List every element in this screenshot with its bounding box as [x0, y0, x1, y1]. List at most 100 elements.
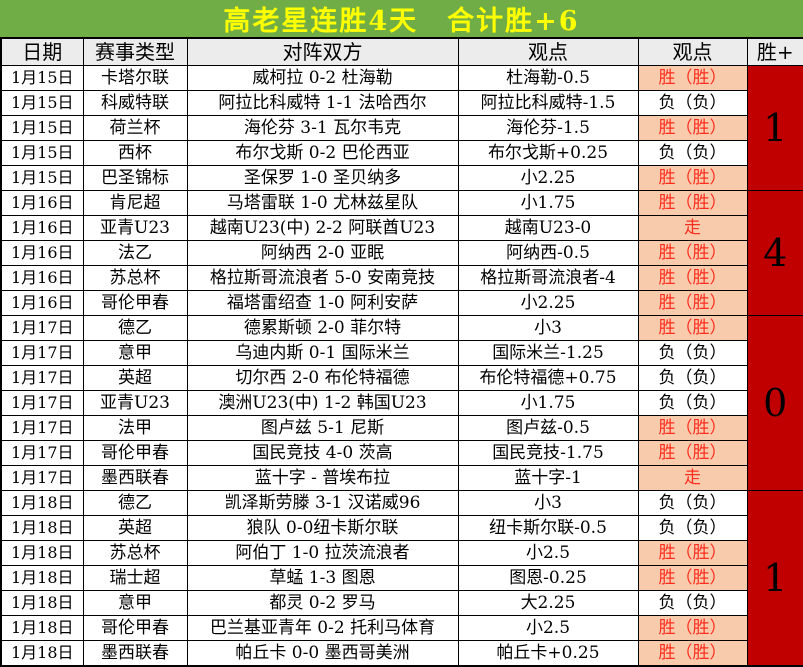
cell-match: 凯泽斯劳滕 3-1 汉诺威96 — [186, 490, 459, 516]
cell-match: 图卢兹 5-1 尼斯 — [186, 415, 459, 441]
table-row: 1月15日 卡塔尔联 威柯拉 0-2 杜海勒 杜海勒-0.5 胜（胜） 1 — [0, 65, 803, 191]
cell-match: 德累斯顿 2-0 菲尔特 — [186, 315, 459, 341]
table-row: 1月18日 哥伦甲春 巴兰基亚青年 0-2 托利马体育 小2.5 胜（胜） — [0, 615, 803, 641]
cell-view: 小3 — [457, 315, 639, 341]
cell-match: 乌迪内斯 0-1 国际米兰 — [186, 340, 459, 366]
cell-result: 走 — [637, 215, 748, 241]
table-row: 1月18日 英超 狼队 0-0纽卡斯尔联 纽卡斯尔联-0.5 负（负） — [0, 515, 803, 541]
cell-league: 哥伦甲春 — [82, 615, 188, 641]
win-total-cell: 0 — [746, 315, 803, 491]
cell-view: 布伦特福德+0.75 — [457, 365, 639, 391]
cell-date: 1月16日 — [0, 240, 84, 266]
col-header-win-plus: 胜+ — [746, 37, 803, 66]
table-row: 1月18日 苏总杯 阿伯丁 1-0 拉茨流浪者 小2.5 胜（胜） — [0, 540, 803, 566]
cell-league: 意甲 — [82, 340, 188, 366]
cell-date: 1月18日 — [0, 615, 84, 641]
cell-result: 负（负） — [637, 490, 748, 516]
cell-view: 小1.75 — [457, 390, 639, 416]
table-row: 1月17日 亚青U23 澳洲U23(中) 1-2 韩国U23 小1.75 负（负… — [0, 390, 803, 416]
win-total-cell: 1 — [746, 490, 803, 667]
cell-match: 澳洲U23(中) 1-2 韩国U23 — [186, 390, 459, 416]
cell-result: 胜（胜） — [637, 540, 748, 566]
cell-result: 胜（胜） — [637, 290, 748, 316]
cell-date: 1月17日 — [0, 465, 84, 491]
table-row: 1月16日 法乙 阿纳西 2-0 亚眠 阿纳西-0.5 胜（胜） — [0, 240, 803, 266]
cell-date: 1月15日 — [0, 65, 84, 91]
table-row: 1月18日 德乙 凯泽斯劳滕 3-1 汉诺威96 小3 负（负） 1 — [0, 490, 803, 667]
cell-match: 阿伯丁 1-0 拉茨流浪者 — [186, 540, 459, 566]
cell-league: 亚青U23 — [82, 215, 188, 241]
cell-date: 1月18日 — [0, 515, 84, 541]
cell-date: 1月17日 — [0, 440, 84, 466]
table-row: 1月16日 肯尼超 马塔雷联 1-0 尤林兹星队 小1.75 胜（胜） 4 — [0, 190, 803, 316]
cell-league: 墨西联春 — [82, 465, 188, 491]
col-header-date: 日期 — [0, 37, 84, 66]
cell-view: 图恩-0.25 — [457, 565, 639, 591]
col-header-league: 赛事类型 — [82, 37, 188, 66]
cell-match: 福塔雷绍查 1-0 阿利安萨 — [186, 290, 459, 316]
cell-match: 草蜢 1-3 图恩 — [186, 565, 459, 591]
win-total-cell: 1 — [746, 65, 803, 191]
table-row: 1月17日 哥伦甲春 国民竞技 4-0 茨高 国民竞技-1.75 胜（胜） — [0, 440, 803, 466]
header-row: 日期 赛事类型 对阵双方 观点 观点 胜+ — [0, 37, 803, 66]
table-row: 1月16日 亚青U23 越南U23(中) 2-2 阿联酋U23 越南U23-0 … — [0, 215, 803, 241]
win-total-cell: 4 — [746, 190, 803, 316]
cell-date: 1月17日 — [0, 315, 84, 341]
cell-view: 图卢兹-0.5 — [457, 415, 639, 441]
cell-date: 1月15日 — [0, 90, 84, 116]
cell-date: 1月16日 — [0, 215, 84, 241]
table-row: 1月17日 英超 切尔西 2-0 布伦特福德 布伦特福德+0.75 负（负） — [0, 365, 803, 391]
cell-league: 卡塔尔联 — [82, 65, 188, 91]
cell-result: 胜（胜） — [637, 640, 748, 667]
cell-result: 负（负） — [637, 515, 748, 541]
cell-result: 走 — [637, 465, 748, 491]
cell-view: 杜海勒-0.5 — [457, 65, 639, 91]
cell-match: 都灵 0-2 罗马 — [186, 590, 459, 616]
cell-league: 哥伦甲春 — [82, 440, 188, 466]
results-table: 日期 赛事类型 对阵双方 观点 观点 胜+ 1月15日 卡塔尔联 威柯拉 0-2… — [0, 37, 803, 667]
cell-date: 1月18日 — [0, 565, 84, 591]
cell-match: 圣保罗 1-0 圣贝纳多 — [186, 165, 459, 191]
table-row: 1月17日 意甲 乌迪内斯 0-1 国际米兰 国际米兰-1.25 负（负） — [0, 340, 803, 366]
cell-league: 巴圣锦标 — [82, 165, 188, 191]
cell-league: 哥伦甲春 — [82, 290, 188, 316]
cell-view: 蓝十字-1 — [457, 465, 639, 491]
cell-league: 英超 — [82, 365, 188, 391]
cell-result: 胜（胜） — [637, 615, 748, 641]
cell-league: 肯尼超 — [82, 190, 188, 216]
cell-date: 1月17日 — [0, 340, 84, 366]
cell-result: 胜（胜） — [637, 115, 748, 141]
cell-match: 蓝十字 - 普埃布拉 — [186, 465, 459, 491]
cell-view: 小1.75 — [457, 190, 639, 216]
cell-result: 负（负） — [637, 365, 748, 391]
cell-date: 1月15日 — [0, 165, 84, 191]
table-row: 1月18日 瑞士超 草蜢 1-3 图恩 图恩-0.25 胜（胜） — [0, 565, 803, 591]
table-row: 1月15日 巴圣锦标 圣保罗 1-0 圣贝纳多 小2.25 胜（胜） — [0, 165, 803, 191]
cell-league: 法甲 — [82, 415, 188, 441]
cell-view: 国民竞技-1.75 — [457, 440, 639, 466]
cell-league: 科威特联 — [82, 90, 188, 116]
cell-league: 西杯 — [82, 140, 188, 166]
table-row: 1月15日 西杯 布尔戈斯 0-2 巴伦西亚 布尔戈斯+0.25 负（负） — [0, 140, 803, 166]
cell-view: 阿纳西-0.5 — [457, 240, 639, 266]
banner-title: 高老星连胜4天 合计胜+6 — [223, 6, 580, 37]
cell-date: 1月17日 — [0, 365, 84, 391]
cell-league: 荷兰杯 — [82, 115, 188, 141]
cell-view: 越南U23-0 — [457, 215, 639, 241]
cell-result: 胜（胜） — [637, 190, 748, 216]
cell-league: 苏总杯 — [82, 540, 188, 566]
cell-date: 1月18日 — [0, 490, 84, 516]
cell-result: 负（负） — [637, 140, 748, 166]
cell-view: 小2.5 — [457, 615, 639, 641]
cell-result: 胜（胜） — [637, 565, 748, 591]
table-row: 1月17日 墨西联春 蓝十字 - 普埃布拉 蓝十字-1 走 — [0, 465, 803, 491]
cell-match: 格拉斯哥流浪者 5-0 安南竞技 — [186, 265, 459, 291]
col-header-view: 观点 — [457, 37, 639, 66]
table-row: 1月17日 德乙 德累斯顿 2-0 菲尔特 小3 胜（胜） 0 — [0, 315, 803, 491]
cell-league: 德乙 — [82, 490, 188, 516]
banner: 高老星连胜4天 合计胜+6 — [0, 0, 803, 37]
table-row: 1月16日 哥伦甲春 福塔雷绍查 1-0 阿利安萨 小2.25 胜（胜） — [0, 290, 803, 316]
cell-league: 苏总杯 — [82, 265, 188, 291]
cell-match: 越南U23(中) 2-2 阿联酋U23 — [186, 215, 459, 241]
